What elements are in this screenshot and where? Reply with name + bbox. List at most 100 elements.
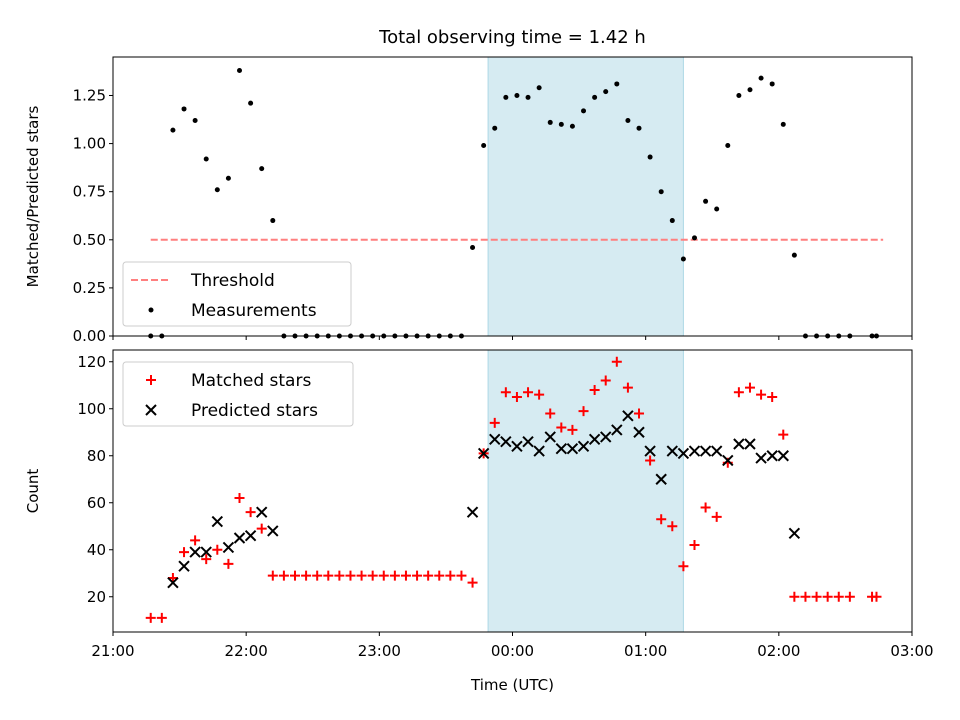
data-point bbox=[278, 570, 289, 581]
y-tick-label: 1.00 bbox=[73, 135, 106, 153]
panel-1: 0.00 0.25 0.50 0.75 1.00 1.25 Total observing … bbox=[24, 27, 913, 345]
data-point bbox=[367, 570, 378, 581]
data-point bbox=[189, 546, 201, 558]
y-axis-label: Matched/Predicted stars bbox=[24, 106, 42, 288]
data-point bbox=[192, 117, 198, 123]
data-point bbox=[625, 117, 631, 123]
data-point bbox=[725, 143, 731, 149]
data-point bbox=[736, 92, 742, 98]
data-point bbox=[645, 455, 656, 466]
data-point bbox=[722, 454, 734, 467]
x-axis-label: Time (UTC) bbox=[470, 676, 554, 694]
data-point bbox=[536, 85, 542, 91]
data-point bbox=[203, 156, 209, 162]
data-point bbox=[744, 438, 756, 450]
data-point bbox=[214, 187, 220, 193]
data-point bbox=[456, 570, 467, 581]
data-point bbox=[345, 570, 356, 581]
data-point bbox=[588, 433, 601, 446]
data-point bbox=[788, 527, 801, 540]
x-tick-label: 23:00 bbox=[358, 642, 401, 660]
data-point bbox=[492, 125, 498, 131]
data-point bbox=[334, 570, 345, 581]
data-point bbox=[733, 387, 744, 398]
data-point bbox=[767, 392, 778, 402]
observing-window-span bbox=[487, 56, 684, 337]
data-point bbox=[270, 218, 276, 224]
data-point bbox=[791, 252, 797, 258]
data-point bbox=[669, 218, 675, 224]
panel-2: 20 40 60 80 100 120 21:00 22:00 23:00 00:00 01:00 0… bbox=[24, 349, 934, 694]
data-point bbox=[301, 570, 312, 581]
legend-label: Predicted stars bbox=[191, 401, 318, 421]
y-axis-label: Count bbox=[24, 469, 42, 514]
data-point bbox=[156, 612, 167, 623]
data-point bbox=[378, 570, 389, 581]
data-point bbox=[466, 506, 479, 518]
data-point bbox=[744, 382, 755, 393]
data-point bbox=[600, 431, 612, 443]
data-point bbox=[678, 561, 689, 572]
data-point bbox=[699, 445, 712, 457]
data-point bbox=[245, 507, 256, 518]
data-point bbox=[611, 356, 622, 367]
data-point bbox=[581, 108, 587, 114]
x-tick-label: 00:00 bbox=[491, 642, 534, 660]
data-point bbox=[225, 175, 231, 181]
y-tick-label: 0.00 bbox=[73, 327, 106, 345]
data-point bbox=[201, 554, 212, 565]
data-point bbox=[589, 384, 600, 395]
legend-marker bbox=[148, 307, 154, 313]
data-point bbox=[423, 570, 434, 581]
data-point bbox=[633, 426, 645, 438]
data-point bbox=[178, 560, 190, 572]
data-point bbox=[523, 387, 534, 398]
x-tick-label: 01:00 bbox=[624, 642, 667, 660]
data-point bbox=[747, 87, 753, 93]
data-point bbox=[710, 445, 723, 457]
data-point bbox=[533, 445, 545, 457]
data-point bbox=[811, 591, 822, 602]
x-tick-label: 03:00 bbox=[890, 642, 933, 660]
data-point bbox=[614, 81, 620, 87]
data-point bbox=[755, 452, 767, 464]
data-point bbox=[600, 375, 611, 386]
data-point bbox=[555, 442, 568, 455]
data-point bbox=[871, 591, 882, 602]
y-tick-label: 0.50 bbox=[73, 231, 106, 249]
data-point bbox=[547, 119, 553, 125]
data-point bbox=[234, 493, 245, 504]
data-point bbox=[688, 445, 701, 457]
chart-title: Total observing time = 1.42 h bbox=[378, 27, 646, 48]
legend-label: Threshold bbox=[190, 271, 275, 291]
data-point bbox=[569, 123, 575, 129]
data-point bbox=[259, 166, 265, 172]
data-point bbox=[658, 189, 664, 195]
data-point bbox=[733, 438, 745, 450]
data-point bbox=[769, 81, 775, 87]
data-point bbox=[758, 75, 764, 81]
y-tick-label: 0.25 bbox=[73, 279, 106, 297]
data-point bbox=[566, 442, 579, 455]
data-point bbox=[256, 523, 267, 534]
data-point bbox=[481, 143, 487, 149]
data-point bbox=[179, 547, 190, 558]
data-point bbox=[389, 570, 400, 581]
data-point bbox=[567, 424, 578, 435]
y-tick-label: 120 bbox=[77, 353, 106, 371]
data-point bbox=[489, 433, 501, 446]
legend: Threshold Measurements bbox=[122, 261, 352, 327]
data-point bbox=[267, 570, 278, 581]
data-point bbox=[255, 506, 268, 518]
data-point bbox=[181, 106, 187, 112]
data-point bbox=[312, 570, 323, 581]
legend: Matched stars Predicted stars bbox=[122, 361, 354, 427]
data-point bbox=[789, 591, 800, 602]
data-point bbox=[503, 94, 509, 100]
data-point bbox=[577, 440, 590, 453]
data-point bbox=[592, 94, 598, 100]
data-point bbox=[644, 445, 656, 457]
data-point bbox=[622, 382, 633, 393]
data-point bbox=[412, 570, 423, 581]
